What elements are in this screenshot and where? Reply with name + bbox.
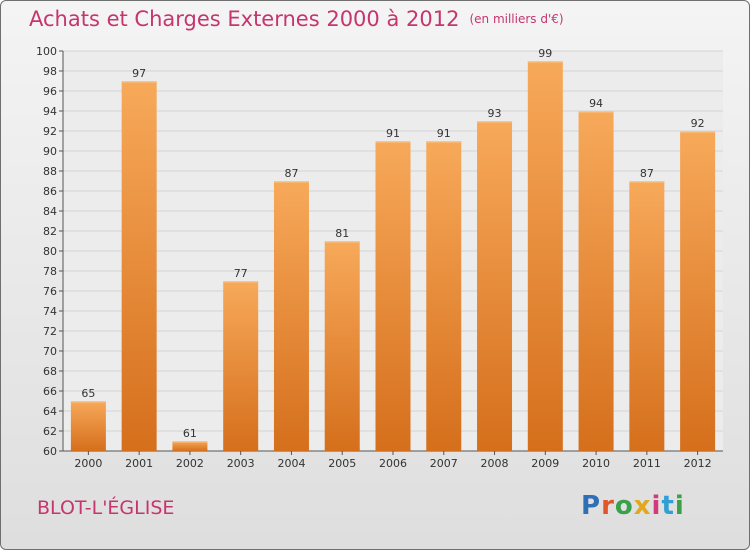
bar-highlight xyxy=(273,181,309,183)
x-tick-label: 2012 xyxy=(684,457,712,470)
y-tick-label: 64 xyxy=(43,405,57,418)
data-label: 87 xyxy=(640,167,654,180)
data-label: 77 xyxy=(234,267,248,280)
logo-letter: r xyxy=(601,491,615,521)
x-tick-label: 2006 xyxy=(379,457,407,470)
x-tick-label: 2008 xyxy=(481,457,509,470)
bar xyxy=(477,121,513,451)
chart-unit: (en milliers d'€) xyxy=(469,12,564,26)
bar-highlight xyxy=(680,131,716,133)
data-label: 65 xyxy=(81,387,95,400)
logo-letter: i xyxy=(674,491,685,521)
data-label: 99 xyxy=(538,47,552,60)
y-tick-label: 66 xyxy=(43,385,57,398)
bar xyxy=(527,61,563,451)
bar-highlight xyxy=(223,281,259,283)
y-tick-label: 80 xyxy=(43,245,57,258)
logo-letter: o xyxy=(614,491,634,521)
y-tick-label: 74 xyxy=(43,305,57,318)
y-tick-label: 88 xyxy=(43,165,57,178)
bar xyxy=(273,181,309,451)
y-tick-label: 70 xyxy=(43,345,57,358)
y-tick-label: 60 xyxy=(43,445,57,458)
bar-highlight xyxy=(578,111,614,113)
y-tick-label: 76 xyxy=(43,285,57,298)
y-tick-label: 98 xyxy=(43,65,57,78)
x-tick-label: 2009 xyxy=(531,457,559,470)
chart-title: Achats et Charges Externes 2000 à 2012 (e… xyxy=(29,7,564,31)
x-tick-label: 2000 xyxy=(74,457,102,470)
bar-highlight xyxy=(629,181,665,183)
commune-name: BLOT-L'ÉGLISE xyxy=(37,497,175,519)
bar-highlight xyxy=(324,241,360,243)
data-label: 97 xyxy=(132,67,146,80)
data-label: 61 xyxy=(183,427,197,440)
y-tick-label: 84 xyxy=(43,205,57,218)
x-tick-label: 2002 xyxy=(176,457,204,470)
bar xyxy=(375,141,411,451)
x-tick-label: 2001 xyxy=(125,457,153,470)
y-tick-label: 92 xyxy=(43,125,57,138)
data-label: 91 xyxy=(386,127,400,140)
bar-highlight xyxy=(477,121,513,123)
data-label: 93 xyxy=(488,107,502,120)
y-tick-label: 90 xyxy=(43,145,57,158)
data-label: 94 xyxy=(589,97,603,110)
y-tick-label: 68 xyxy=(43,365,57,378)
y-tick-label: 62 xyxy=(43,425,57,438)
bar-highlight xyxy=(172,441,208,443)
bar xyxy=(324,241,360,451)
x-tick-label: 2011 xyxy=(633,457,661,470)
bar xyxy=(426,141,462,451)
bar xyxy=(629,181,665,451)
bar xyxy=(70,401,106,451)
y-tick-label: 78 xyxy=(43,265,57,278)
bar-highlight xyxy=(70,401,106,403)
data-label: 92 xyxy=(691,117,705,130)
data-label: 81 xyxy=(335,227,349,240)
data-label: 91 xyxy=(437,127,451,140)
y-tick-label: 94 xyxy=(43,105,57,118)
chart-title-text: Achats et Charges Externes 2000 à 2012 xyxy=(29,7,460,31)
x-tick-label: 2005 xyxy=(328,457,356,470)
bar-highlight xyxy=(527,61,563,63)
logo-letter: x xyxy=(633,491,652,521)
bar xyxy=(172,441,208,451)
bar xyxy=(121,81,157,451)
y-tick-label: 100 xyxy=(36,45,57,58)
logo-letter: t xyxy=(661,491,675,521)
x-tick-label: 2007 xyxy=(430,457,458,470)
bar xyxy=(680,131,716,451)
y-tick-label: 96 xyxy=(43,85,57,98)
proxiti-logo: Proxiti xyxy=(581,491,685,521)
y-tick-label: 72 xyxy=(43,325,57,338)
bar-highlight xyxy=(121,81,157,83)
x-tick-label: 2010 xyxy=(582,457,610,470)
y-tick-label: 82 xyxy=(43,225,57,238)
logo-letter: i xyxy=(651,491,662,521)
data-label: 87 xyxy=(284,167,298,180)
logo-letter: P xyxy=(581,491,602,521)
x-tick-label: 2003 xyxy=(227,457,255,470)
bar-highlight xyxy=(375,141,411,143)
bar xyxy=(223,281,259,451)
x-tick-label: 2004 xyxy=(277,457,305,470)
y-tick-label: 86 xyxy=(43,185,57,198)
bar-highlight xyxy=(426,141,462,143)
bar xyxy=(578,111,614,451)
